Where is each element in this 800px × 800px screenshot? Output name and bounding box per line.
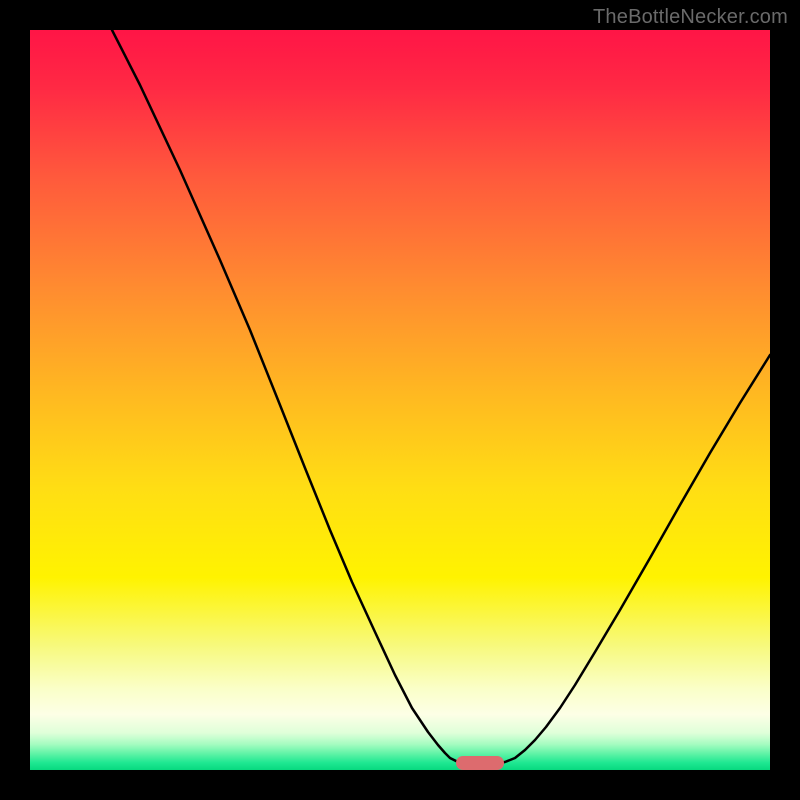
bottleneck-curve	[30, 30, 770, 770]
optimal-marker	[456, 756, 504, 770]
plot-area	[30, 30, 770, 770]
curve-path	[112, 30, 770, 764]
watermark-text: TheBottleNecker.com	[593, 6, 788, 29]
chart-frame: TheBottleNecker.com	[0, 0, 800, 800]
